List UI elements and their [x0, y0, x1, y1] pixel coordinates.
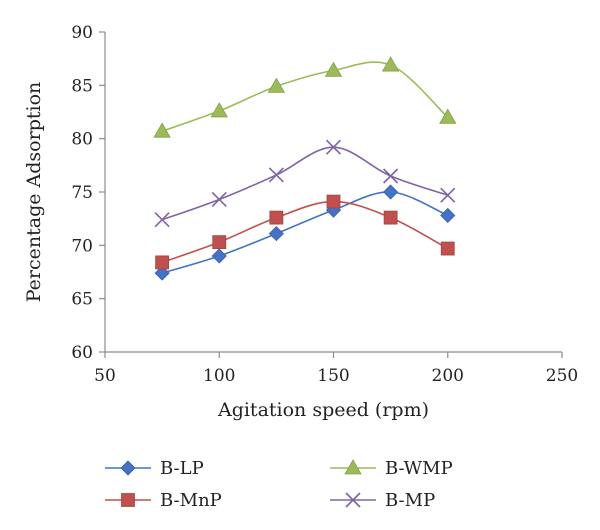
data-point: [154, 212, 170, 228]
data-point: [439, 108, 457, 124]
x-tick-label: 100: [203, 366, 235, 386]
data-point: [381, 56, 400, 72]
data-point: [324, 61, 343, 77]
y-axis-title: Percentage Adsorption: [23, 82, 45, 303]
data-point: [154, 265, 170, 281]
legend-item-b-lp: B-LP: [105, 458, 204, 479]
y-tick-label: 65: [71, 290, 93, 310]
series-layer: [153, 56, 457, 281]
data-point: [383, 210, 398, 225]
series-b-lp: [154, 184, 456, 281]
y-tick-label: 80: [71, 130, 93, 150]
data-point: [383, 168, 399, 184]
series-line: [161, 61, 449, 132]
legend-item-b-mnp: B-MnP: [105, 490, 222, 511]
x-axis-title: Agitation speed (rpm): [217, 399, 429, 421]
y-axis-ticks: 60 65 70 75 80 85 90: [71, 23, 105, 363]
data-point: [268, 167, 284, 183]
data-point: [325, 139, 342, 155]
x-tick-label: 250: [546, 366, 578, 386]
data-point: [211, 248, 227, 264]
data-point: [440, 241, 455, 256]
legend-label: B-MP: [385, 490, 435, 511]
data-point: [155, 255, 170, 270]
data-point: [267, 77, 286, 93]
data-point: [268, 226, 284, 242]
y-tick-label: 75: [71, 183, 93, 203]
data-point: [326, 194, 341, 209]
series-b-mp: [154, 139, 456, 228]
legend-marker: [120, 460, 136, 476]
plot-area: 60 65 70 75 80 85 90 50 100 150 200 250: [71, 23, 578, 386]
series-line: [161, 146, 449, 221]
legend-label: B-MnP: [160, 490, 222, 511]
series-line: [161, 200, 449, 264]
y-tick-label: 90: [71, 23, 93, 43]
y-tick-label: 70: [71, 236, 93, 256]
data-point: [153, 122, 171, 138]
y-tick-label: 85: [71, 76, 93, 96]
data-point: [211, 191, 227, 208]
legend-label: B-WMP: [385, 458, 453, 479]
series-b-wmp: [153, 56, 457, 138]
legend-label: B-LP: [160, 458, 204, 479]
x-axis-ticks: 50 100 150 200 250: [94, 352, 578, 386]
data-point: [383, 184, 399, 200]
y-tick-label: 60: [71, 343, 93, 363]
x-tick-label: 200: [432, 366, 464, 386]
legend-marker: [344, 459, 362, 475]
data-point: [210, 102, 228, 118]
x-tick-label: 50: [94, 366, 116, 386]
data-point: [212, 235, 227, 250]
data-point: [440, 187, 456, 203]
legend-marker: [121, 493, 135, 507]
data-point: [440, 207, 456, 224]
legend-item-b-wmp: B-WMP: [330, 458, 453, 479]
series-b-mnp: [155, 194, 455, 270]
x-tick-label: 150: [317, 366, 349, 386]
legend: B-LP B-WMP B-MnP B-MP: [105, 458, 453, 511]
legend-item-b-mp: B-MP: [330, 490, 435, 511]
legend-marker: [345, 492, 361, 508]
data-point: [269, 210, 284, 225]
